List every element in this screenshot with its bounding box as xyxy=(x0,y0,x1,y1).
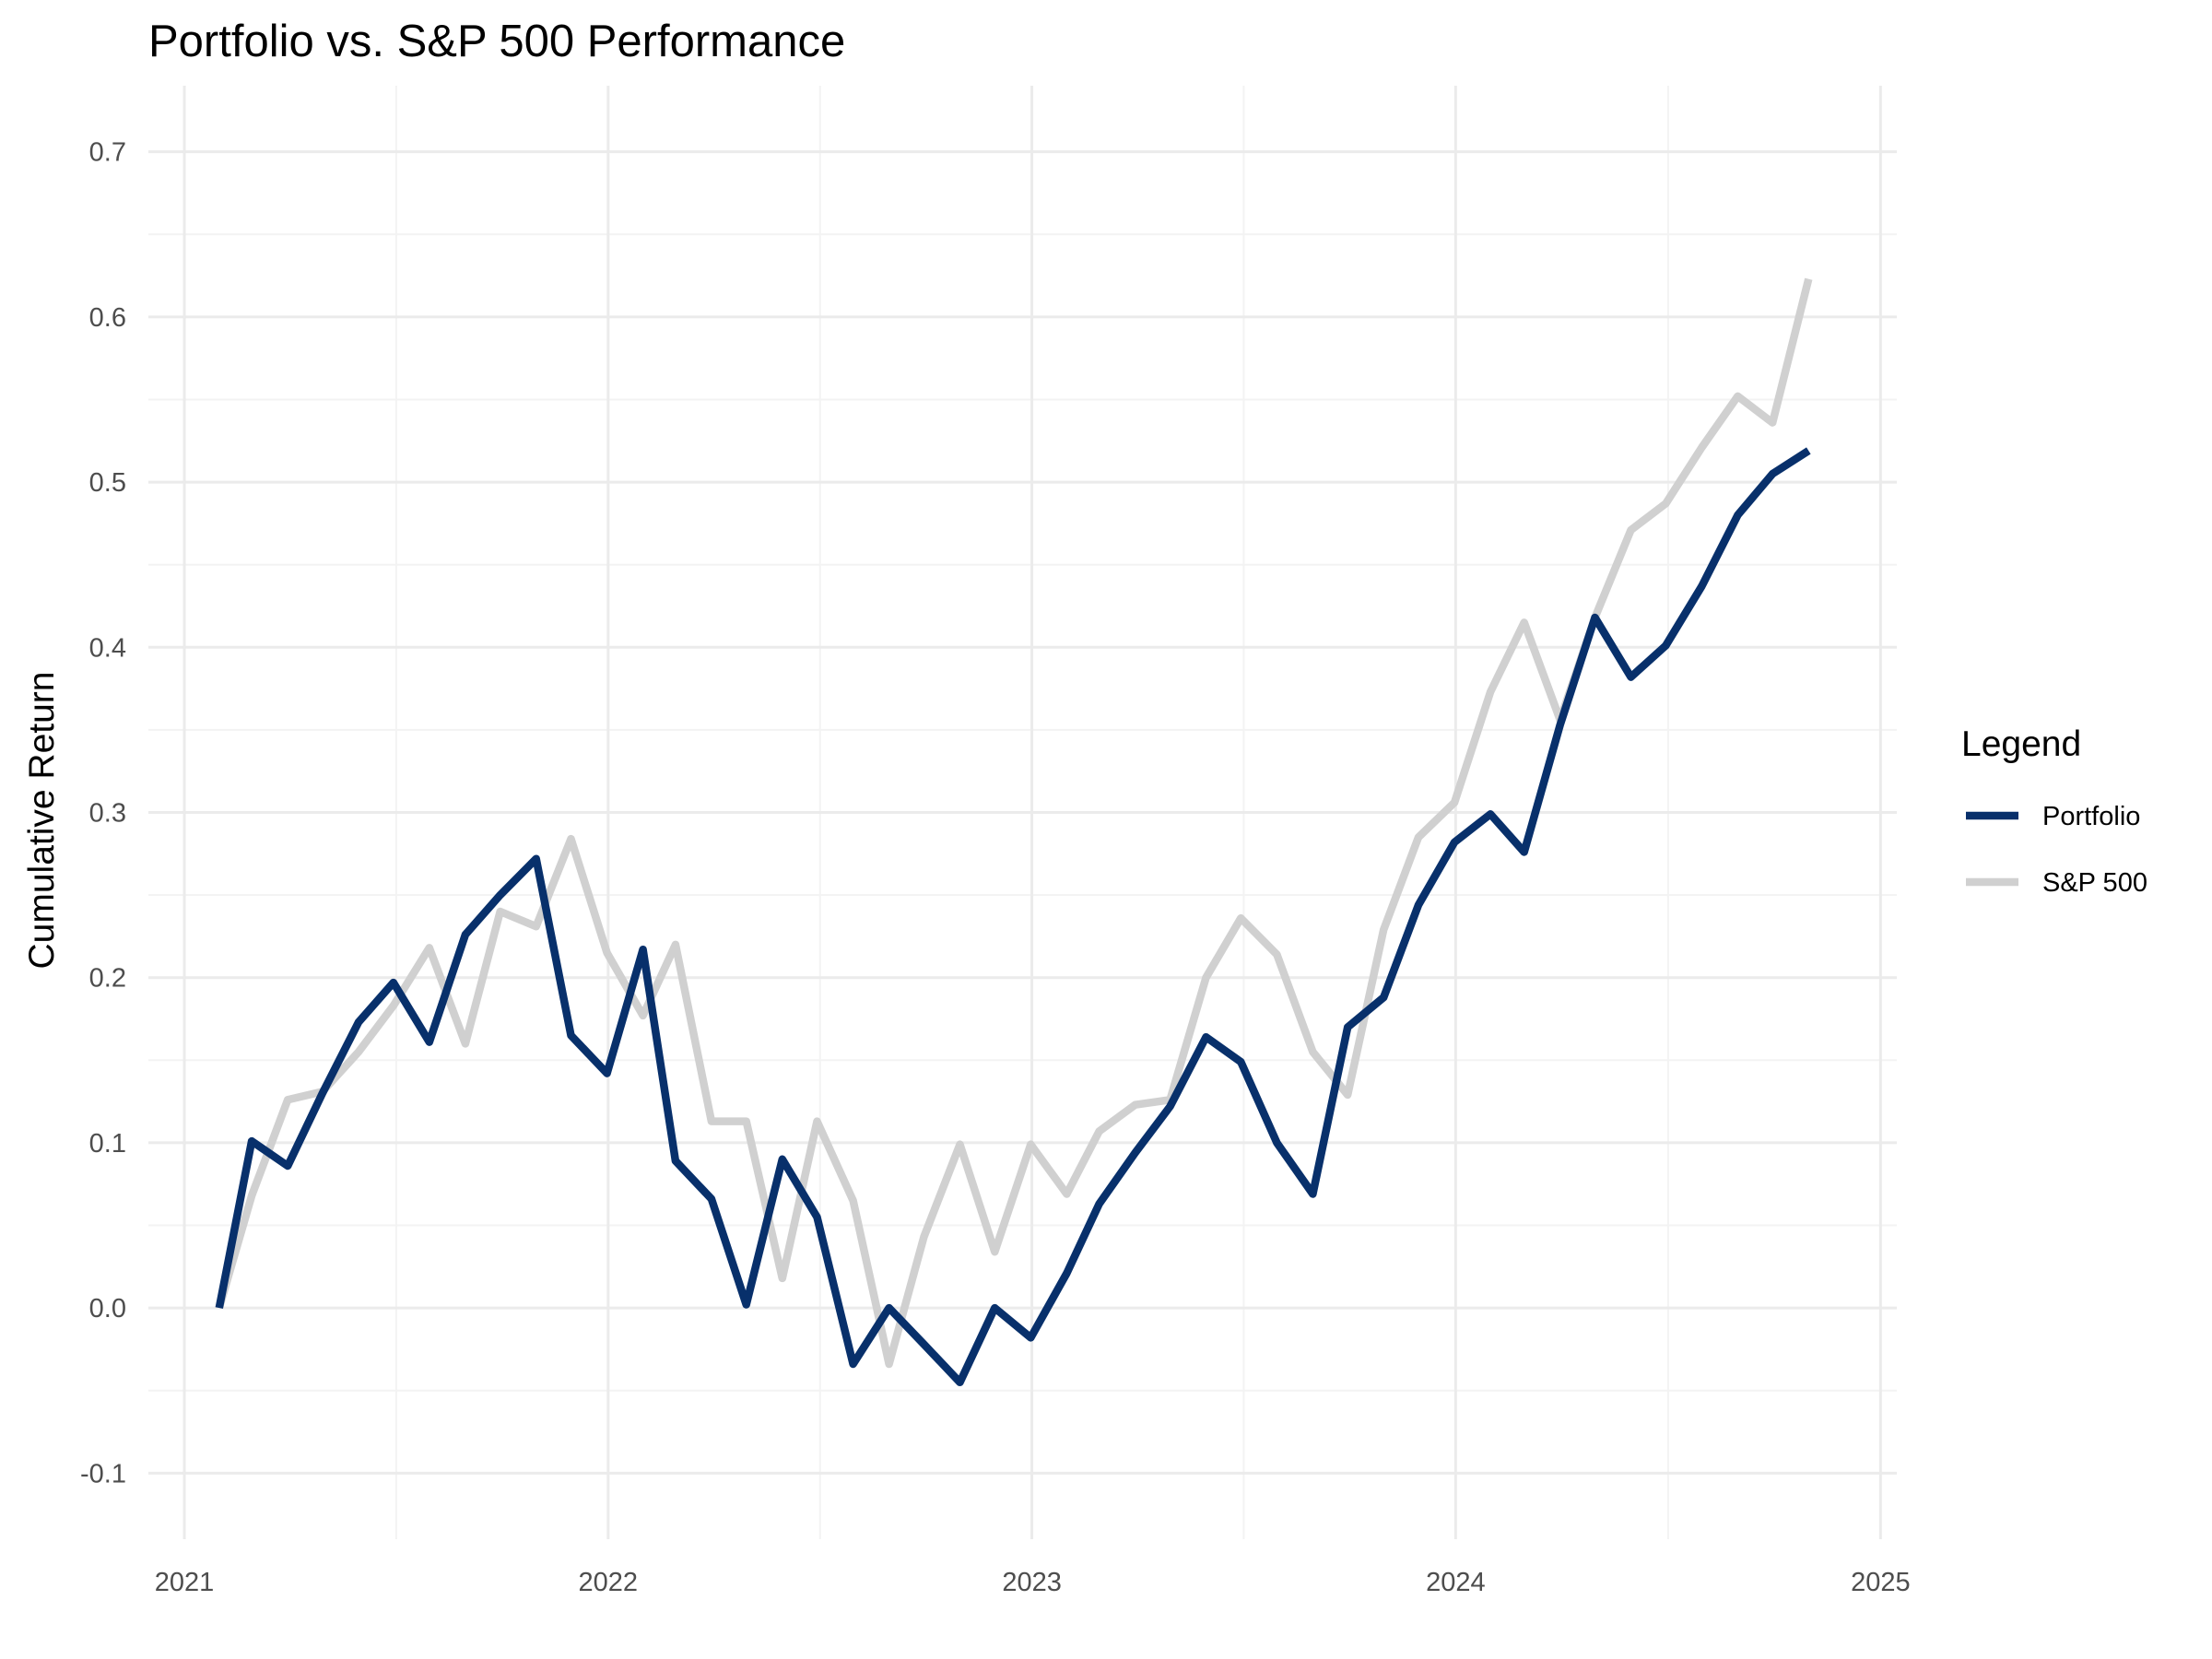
x-tick-label: 2021 xyxy=(155,1568,215,1597)
y-tick-label: 0.1 xyxy=(89,1129,126,1159)
y-axis: -0.1 0.0 0.1 0.2 0.3 0.4 0.5 0.6 0.7 xyxy=(80,138,126,1489)
y-tick-label: 0.0 xyxy=(89,1294,126,1324)
y-tick-label: 0.3 xyxy=(89,799,126,829)
series-line-s-p-500 xyxy=(215,277,1813,1369)
y-tick-label: 0.2 xyxy=(89,964,126,994)
y-tick-label: 0.7 xyxy=(89,138,126,168)
y-tick-label: 0.5 xyxy=(89,468,126,498)
x-tick-label: 2022 xyxy=(579,1568,639,1597)
x-tick-label: 2024 xyxy=(1426,1568,1486,1597)
plot-grid xyxy=(148,86,1897,1539)
legend-title: Legend xyxy=(1961,724,2081,764)
y-axis-title: Cumulative Return xyxy=(22,672,62,970)
y-tick-label: 0.4 xyxy=(89,633,126,663)
legend-label-s-p-500: S&P 500 xyxy=(2042,868,2147,898)
series-line-portfolio xyxy=(215,447,1811,1387)
legend: Legend Portfolio S&P 500 xyxy=(1961,724,2147,898)
chart-title: Portfolio vs. S&P 500 Performance xyxy=(148,17,845,66)
x-tick-label: 2023 xyxy=(1002,1568,1062,1597)
y-tick-label: 0.6 xyxy=(89,303,126,333)
y-tick-label: -0.1 xyxy=(80,1459,126,1488)
legend-label-portfolio: Portfolio xyxy=(2042,802,2140,831)
x-tick-label: 2025 xyxy=(1851,1568,1911,1597)
x-axis: 2021 2022 2023 2024 2025 xyxy=(155,1568,1911,1597)
series-lines xyxy=(215,277,1813,1387)
